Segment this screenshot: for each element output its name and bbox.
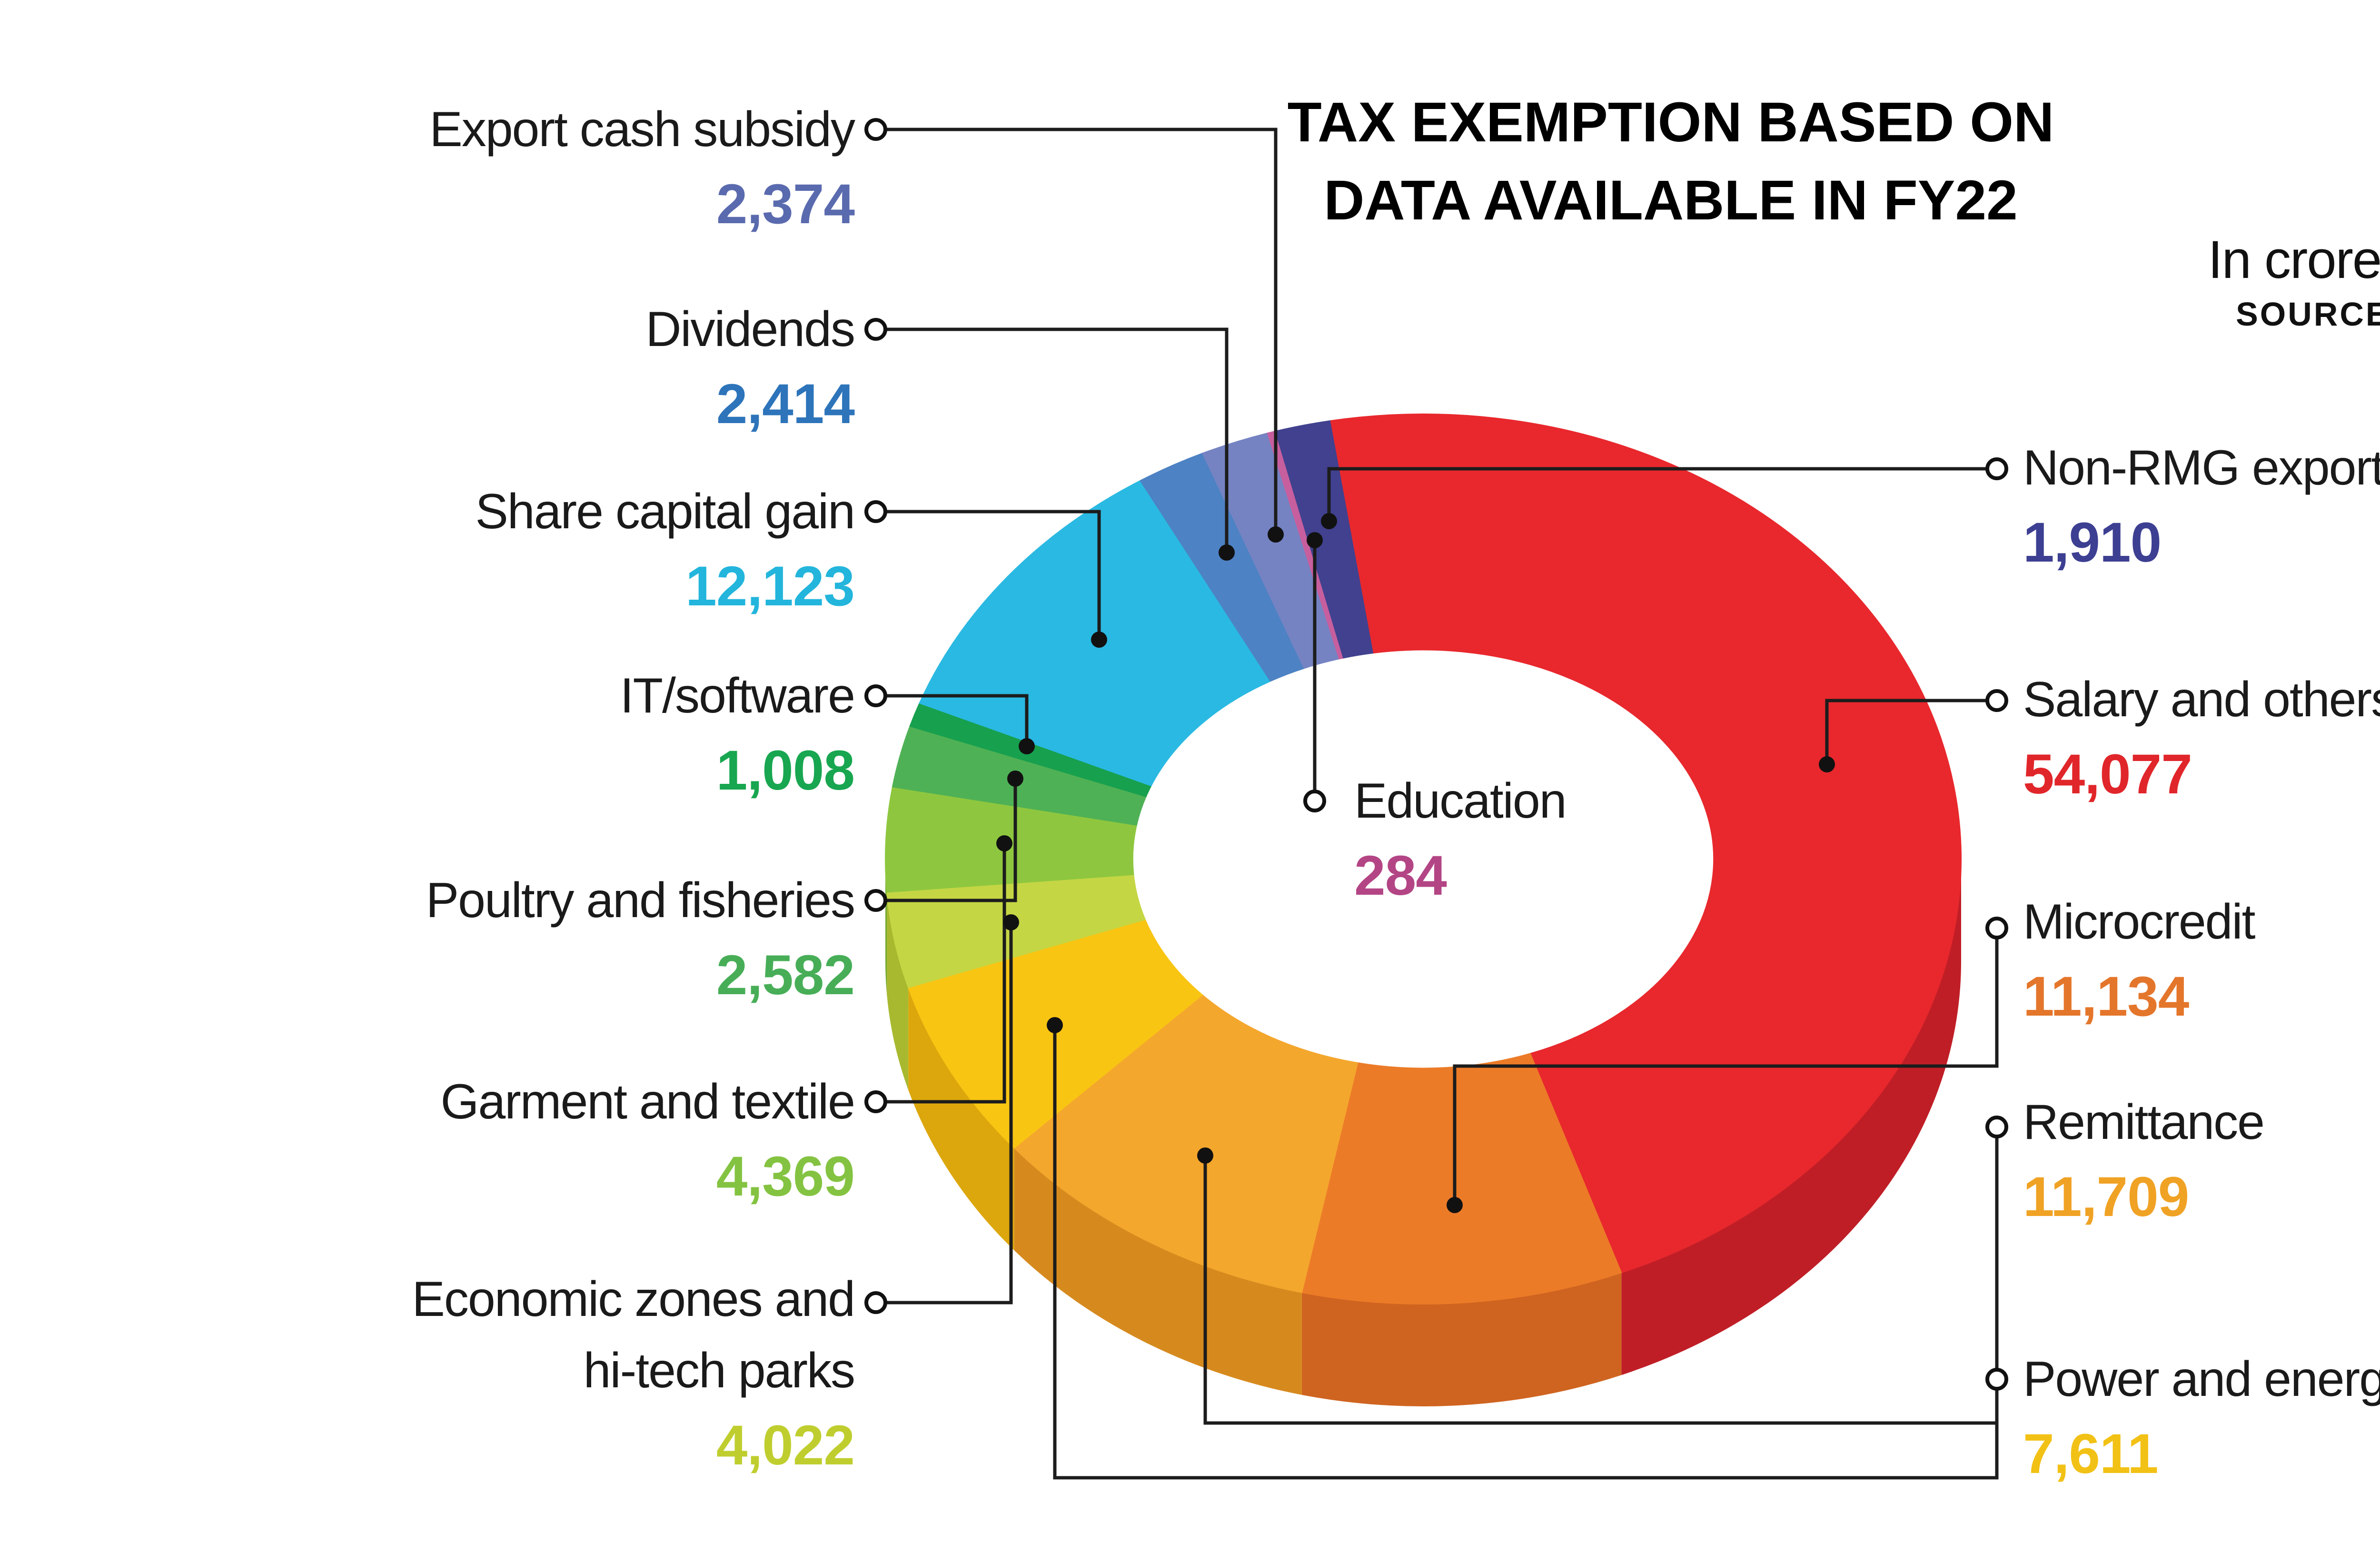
leader-line-it-software — [876, 694, 1029, 746]
callout-education: Education 284 — [1354, 765, 1567, 915]
segment-value: 284 — [1354, 844, 1447, 907]
leader-dot-share-capital-gain — [1091, 632, 1107, 648]
segment-label: Salary and others — [2023, 672, 2380, 727]
callout-export-cash-subsidy: Export cash subsidy 2,374 — [93, 94, 855, 244]
leader-dot-microcredit — [1447, 1197, 1463, 1213]
segment-label: Dividends — [645, 302, 855, 357]
leader-ring-economic-zones — [864, 1291, 887, 1314]
leader-ring-export-cash-subsidy — [864, 118, 887, 141]
donut-segment-remittance — [1013, 994, 1359, 1294]
segment-value: 11,709 — [2023, 1166, 2189, 1228]
callout-share-capital-gain: Share capital gain 12,123 — [93, 476, 855, 626]
segment-label-line2: hi-tech parks — [583, 1343, 855, 1398]
callout-salary-and-others: Salary and others 54,077 — [2023, 664, 2380, 814]
donut-segment-salary-and-others — [1329, 413, 1962, 1274]
leader-ring-power-and-energy — [1985, 1368, 2008, 1391]
segment-label: IT/software — [620, 668, 855, 723]
segment-label: Garment and textile — [440, 1074, 855, 1129]
segment-label: Poultry and fisheries — [426, 873, 855, 928]
leader-line-non-rmg-exports — [1327, 467, 1997, 521]
callout-power-and-energy: Power and energy 7,611 — [2023, 1344, 2380, 1493]
donut-outer-wall-economic-zones-and — [887, 892, 909, 1090]
segment-value: 12,123 — [685, 555, 855, 618]
donut-outer-wall-remittance — [1014, 1148, 1302, 1395]
leader-line-salary-and-others — [1825, 699, 1997, 764]
leader-line-remittance — [1203, 1127, 1999, 1425]
leader-ring-dividends — [864, 318, 887, 341]
segment-value: 2,374 — [716, 173, 855, 236]
leader-ring-it-software — [864, 684, 887, 707]
leader-ring-share-capital-gain — [864, 500, 887, 523]
segment-label: Remittance — [2023, 1095, 2265, 1150]
segment-value: 4,369 — [716, 1145, 855, 1208]
callout-garment-and-textile: Garment and textile 4,369 — [93, 1066, 855, 1216]
leader-line-power-and-energy — [1053, 1025, 1999, 1480]
leader-ring-poultry-and-fisheries — [864, 889, 887, 912]
segment-value: 4,022 — [716, 1414, 855, 1477]
leader-dot-salary-and-others — [1819, 756, 1835, 772]
callout-remittance: Remittance 11,709 — [2023, 1087, 2265, 1236]
leader-line-microcredit — [1453, 928, 1999, 1205]
callout-microcredit: Microcredit 11,134 — [2023, 886, 2256, 1036]
callout-dividends: Dividends 2,414 — [93, 294, 855, 444]
leader-ring-salary-and-others — [1985, 689, 2008, 712]
leader-dot-it-software — [1019, 738, 1035, 754]
leader-ring-remittance — [1985, 1116, 2008, 1138]
chart-title-line1: TAX EXEMPTION BASED ON — [1287, 91, 2054, 154]
leader-line-poultry-and-fisheries — [876, 779, 1017, 902]
callout-non-rmg-exports: Non-RMG exports 1,910 — [2023, 432, 2380, 582]
segment-label: Microcredit — [2023, 894, 2256, 949]
chart-title-line2: DATA AVAILABLE IN FY22 — [1324, 169, 2018, 232]
segment-label: Non-RMG exports — [2023, 440, 2380, 495]
leader-dot-garment-and-textile — [996, 835, 1012, 851]
segment-label: Share capital gain — [475, 484, 855, 539]
unit-label: In crore taka — [2208, 230, 2380, 289]
callout-economic-zones: Economic zones and hi-tech parks 4,022 — [93, 1264, 855, 1485]
donut-segment-non-rmg-exports — [1275, 420, 1374, 659]
callout-it-software: IT/software 1,008 — [93, 660, 855, 810]
donut-outer-wall-power-and-energy — [908, 988, 1014, 1251]
leader-line-garment-and-textile — [876, 843, 1006, 1104]
callout-poultry-and-fisheries: Poultry and fisheries 2,582 — [93, 865, 855, 1015]
segment-value: 1,910 — [2023, 511, 2162, 574]
segment-label: Education — [1354, 773, 1567, 829]
donut-outer-wall-salary-and-others — [1621, 859, 1961, 1375]
donut-outer-wall-microcredit — [1301, 1273, 1622, 1406]
segment-value: 1,008 — [716, 739, 855, 802]
segment-label: Economic zones and — [412, 1272, 855, 1327]
leader-dot-economic-zones — [1003, 914, 1019, 930]
segment-value: 2,414 — [716, 373, 855, 435]
segment-value: 2,582 — [716, 944, 855, 1007]
leader-dot-education — [1307, 532, 1323, 548]
chart-title: TAX EXEMPTION BASED ON DATA AVAILABLE IN… — [1180, 83, 2161, 239]
segment-value: 11,134 — [2023, 965, 2189, 1028]
leader-ring-microcredit — [1985, 917, 2008, 939]
leader-dot-dividends — [1219, 544, 1235, 561]
leader-line-dividends — [876, 327, 1229, 553]
leader-line-share-capital-gain — [876, 510, 1101, 640]
segment-label: Export cash subsidy — [429, 102, 855, 157]
leader-dot-poultry-and-fisheries — [1007, 771, 1023, 787]
segment-label: Power and energy — [2023, 1352, 2380, 1407]
unit-source-block: In crore taka SOURCE: NBR — [2068, 228, 2380, 337]
leader-dot-export-cash-subsidy — [1268, 526, 1284, 543]
leader-dot-power-and-energy — [1047, 1017, 1063, 1033]
leader-dot-non-rmg-exports — [1321, 513, 1337, 529]
leader-ring-garment-and-textile — [864, 1090, 887, 1113]
leader-dot-remittance — [1197, 1147, 1213, 1164]
segment-value: 7,611 — [2023, 1423, 2159, 1485]
leader-ring-non-rmg-exports — [1985, 457, 2008, 480]
leader-ring-education — [1303, 790, 1326, 812]
source-label: SOURCE: NBR — [2236, 296, 2380, 333]
leader-line-economic-zones — [876, 922, 1013, 1305]
leader-line-export-cash-subsidy — [876, 128, 1278, 534]
segment-value: 54,077 — [2023, 743, 2192, 806]
